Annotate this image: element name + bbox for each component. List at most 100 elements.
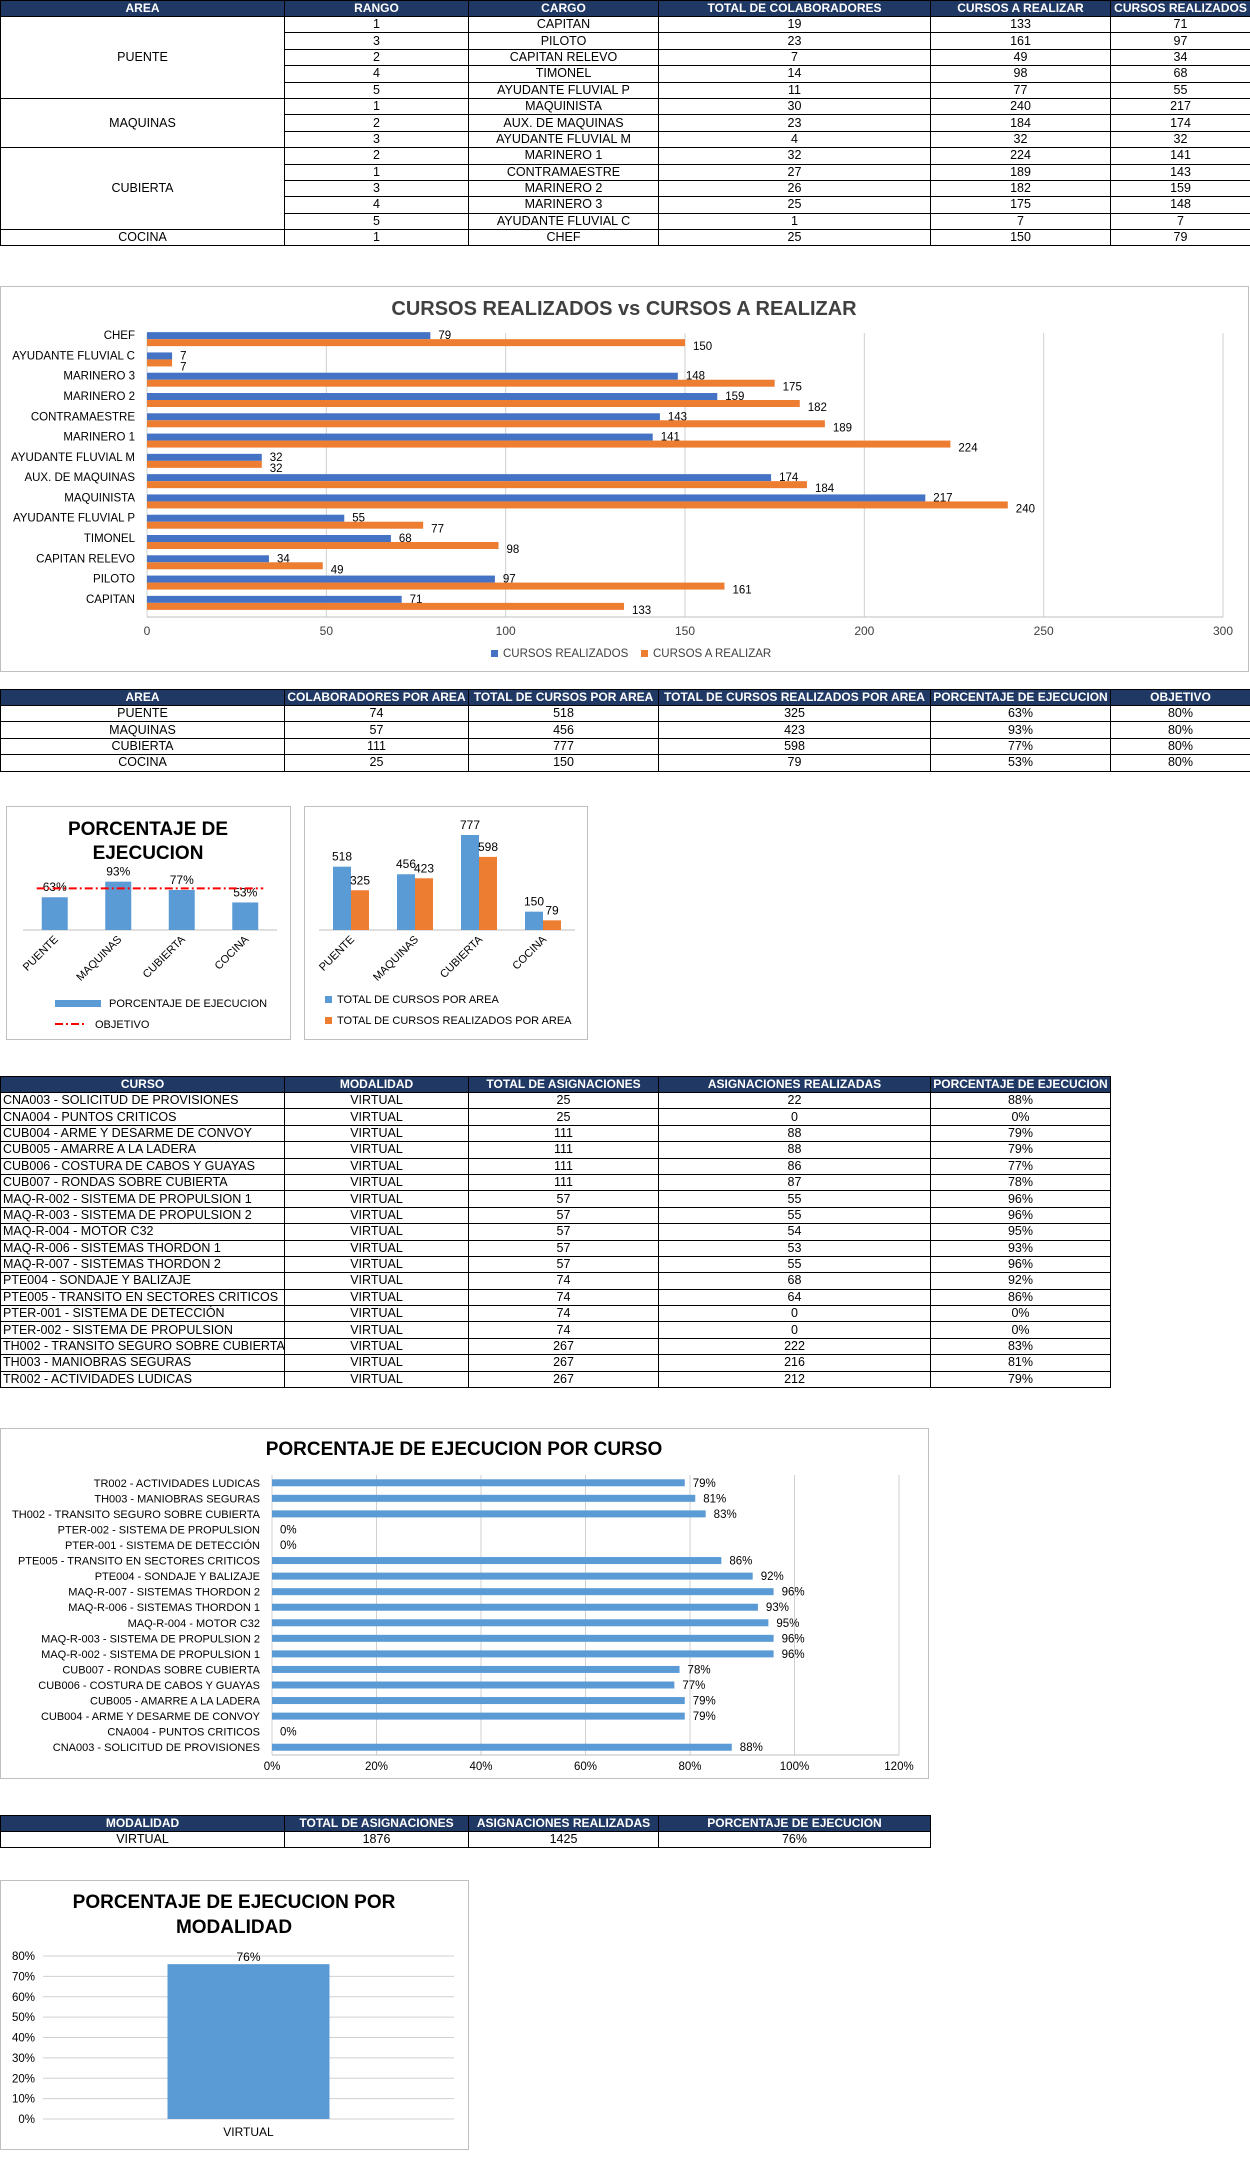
table2-header-0: AREA <box>0 689 285 706</box>
table-row: COCINA 1 CHEF 25 150 79 <box>0 229 1250 247</box>
table-row: TH003 - MANIOBRAS SEGURAS VIRTUAL 267 216 81… <box>0 1354 1111 1372</box>
table3-header-1: MODALIDAD <box>284 1076 469 1093</box>
table2-cell: 80% <box>1110 754 1250 772</box>
table1-cell: PILOTO <box>468 32 659 50</box>
table3-cell: TR002 - ACTIVIDADES LUDICAS <box>0 1370 285 1389</box>
table2-cell: 74 <box>284 704 469 723</box>
table1-cell: 141 <box>1110 147 1250 165</box>
table3-cell: PTER-002 - SISTEMA DE PROPULSION <box>0 1321 285 1339</box>
table2-cell: 456 <box>468 721 659 739</box>
table3-cell: 25 <box>468 1091 659 1110</box>
chart1-data-label: 189 <box>833 422 852 434</box>
chart5-data-label: 76% <box>236 1950 260 1964</box>
table3-cell: 0 <box>658 1305 931 1323</box>
table-row: CNA004 - PUNTOS CRITICOS VIRTUAL 25 0 0% <box>0 1108 1111 1126</box>
chart1-data-label: 7 <box>180 361 186 373</box>
chart4-category-label: MAQ-R-004 - MOTOR C32 <box>128 1618 260 1630</box>
table1-cell: 32 <box>930 130 1111 149</box>
table-row: 3 MARINERO 2 26 182 159 <box>1 179 1250 198</box>
table3-cell: 74 <box>468 1288 659 1307</box>
table2-cell: 25 <box>284 754 469 772</box>
table3-cell: 57 <box>468 1255 659 1274</box>
table4-header-1: TOTAL DE ASIGNACIONES <box>284 1815 469 1832</box>
table2-cell: 325 <box>658 704 931 723</box>
table1-cell: TIMONEL <box>468 65 659 83</box>
table3-cell: PTE004 - SONDAJE Y BALIZAJE <box>0 1272 285 1290</box>
chart1-data-label: 224 <box>958 443 978 455</box>
table2-cell: 53% <box>930 754 1111 772</box>
table1-cell: 98 <box>930 65 1111 83</box>
table1-cell: 49 <box>930 48 1111 67</box>
table3-cell: 111 <box>468 1157 659 1175</box>
table3-cell: 79% <box>930 1124 1111 1143</box>
chart2-category-label: CUBIERTA <box>141 933 189 981</box>
chart4-data-label: 96% <box>782 1649 805 1661</box>
chart4-data-label: 86% <box>729 1556 752 1568</box>
chart3-bar <box>525 911 543 930</box>
chart5-title-line1: PORCENTAJE DE EJECUCION POR <box>73 1892 396 1913</box>
table3-cell: VIRTUAL <box>284 1108 469 1126</box>
chart3-data-label: 325 <box>350 873 370 887</box>
chart4-category-label: PTE005 - TRANSITO EN SECTORES CRITICOS <box>18 1556 260 1568</box>
table1-cell: AYUDANTE FLUVIAL C <box>468 212 659 231</box>
table1-cell: 240 <box>930 97 1111 116</box>
table-row: CUB007 - RONDAS SOBRE CUBIERTA VIRTUAL 111… <box>0 1173 1111 1192</box>
chart1-bar <box>147 433 653 441</box>
table4-header-3: PORCENTAJE DE EJECUCION <box>658 1815 931 1832</box>
chart-cursos-realizados-vs-a-realizar: CURSOS REALIZADOS vs CURSOS A REALIZAR 0 5… <box>0 286 1249 672</box>
table3-cell: 74 <box>468 1321 659 1339</box>
table2-cell: COCINA <box>0 754 285 772</box>
table2-cell: 598 <box>658 737 931 756</box>
table1-cell: 25 <box>658 229 931 247</box>
table2-cell: 80% <box>1110 704 1250 723</box>
chart4-category-label: TR002 - ACTIVIDADES LUDICAS <box>94 1478 260 1490</box>
chart3-data-label: 150 <box>524 895 544 909</box>
chart1-data-label: 240 <box>1016 503 1035 515</box>
chart4-category-label: CNA004 - PUNTOS CRITICOS <box>107 1727 260 1739</box>
chart4-data-label: 96% <box>782 1633 805 1645</box>
chart1-bar <box>147 400 800 407</box>
table4-cell: 1425 <box>468 1830 659 1849</box>
table1-cell: CAPITAN RELEVO <box>468 48 659 67</box>
table1-cell: 77 <box>930 81 1111 99</box>
chart2-category-label: COCINA <box>213 933 252 972</box>
table-row: CNA003 - SOLICITUD DE PROVISIONES VIRTUAL… <box>0 1091 1111 1110</box>
table1-cell: CHEF <box>468 229 659 247</box>
table2-header-3: TOTAL DE CURSOS REALIZADOS POR AREA <box>658 689 931 706</box>
table3-header-3: ASIGNACIONES REALIZADAS <box>658 1076 931 1093</box>
table3-header-4: PORCENTAJE DE EJECUCION <box>930 1076 1111 1093</box>
table1-cell: 14 <box>658 65 931 83</box>
table3-cell: 79% <box>930 1141 1111 1159</box>
table4-cell: VIRTUAL <box>0 1830 285 1849</box>
table-row: PTE004 - SONDAJE Y BALIZAJE VIRTUAL 74 68 92… <box>0 1272 1111 1290</box>
chart4-bar <box>272 1743 732 1751</box>
chart1-xtick: 250 <box>1034 624 1054 638</box>
chart4-data-label: 79% <box>693 1478 716 1490</box>
table3-cell: 0% <box>930 1305 1111 1323</box>
table3-cell: VIRTUAL <box>284 1370 469 1389</box>
table3-cell: MAQ-R-006 - SISTEMAS THORDON 1 <box>0 1239 285 1257</box>
table3-cell: 68 <box>658 1272 931 1290</box>
chart4-category-label: CUB005 - AMARRE A LA LADERA <box>90 1696 261 1708</box>
table2-cell: 93% <box>930 721 1111 739</box>
chart-porcentaje-por-curso: PORCENTAJE DE EJECUCION POR CURSO 0% 20% 40… <box>0 1428 929 1779</box>
chart2-category-label: PUENTE <box>21 934 61 974</box>
table3-cell: CUB005 - AMARRE A LA LADERA <box>0 1141 285 1159</box>
chart1-category-label: CONTRAMAESTRE <box>31 411 135 423</box>
chart4-bar <box>272 1697 685 1705</box>
chart3-bar <box>461 835 479 930</box>
table3-cell: VIRTUAL <box>284 1272 469 1290</box>
table3-cell: 74 <box>468 1272 659 1290</box>
chart1-category-label: TIMONEL <box>84 533 136 545</box>
chart3-bar <box>351 890 369 930</box>
chart1-bar <box>147 481 807 489</box>
table3-cell: 93% <box>930 1239 1111 1257</box>
table1-cell: 182 <box>930 179 1111 198</box>
chart4-bar <box>272 1510 706 1518</box>
chart4-bar <box>272 1479 685 1487</box>
table1-cell: 133 <box>930 15 1111 34</box>
table-row: MAQ-R-007 - SISTEMAS THORDON 2 VIRTUAL 57 5… <box>0 1255 1111 1274</box>
chart4-bar <box>272 1588 774 1596</box>
chart5-ytick: 70% <box>12 1971 35 1983</box>
